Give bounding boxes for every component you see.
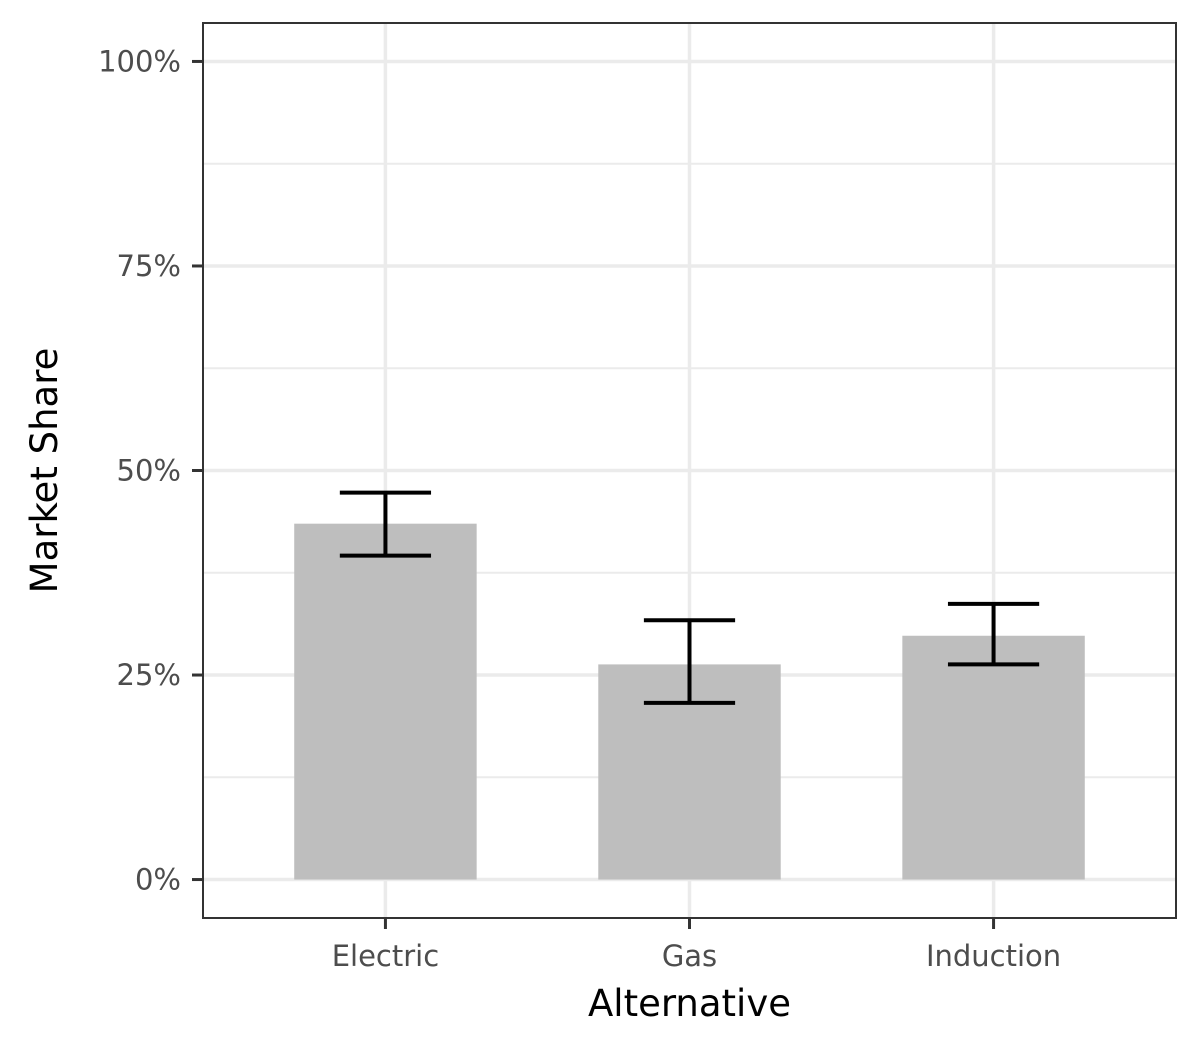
y-axis: 0% 25% 50% 75% 100%	[98, 44, 203, 897]
bar-electric	[294, 523, 477, 880]
y-axis-title: Market Share	[23, 348, 66, 594]
x-tick-label-gas: Gas	[662, 939, 717, 973]
x-axis: Electric Gas Induction	[332, 918, 1061, 973]
error-bar-electric	[339, 490, 432, 558]
bars	[294, 523, 1085, 880]
x-tick-label-induction: Induction	[926, 939, 1061, 973]
error-bar-induction	[947, 601, 1040, 667]
y-tick-label: 75%	[117, 249, 181, 283]
error-bar-gas	[643, 618, 736, 705]
y-tick-label: 25%	[117, 658, 181, 692]
y-tick-label: 100%	[98, 44, 181, 78]
y-tick-label: 0%	[135, 863, 181, 897]
x-tick-label-electric: Electric	[332, 939, 439, 973]
y-tick-label: 50%	[117, 454, 181, 488]
error-bars	[339, 490, 1040, 705]
x-axis-title: Alternative	[588, 982, 791, 1025]
bar-induction	[902, 635, 1085, 880]
